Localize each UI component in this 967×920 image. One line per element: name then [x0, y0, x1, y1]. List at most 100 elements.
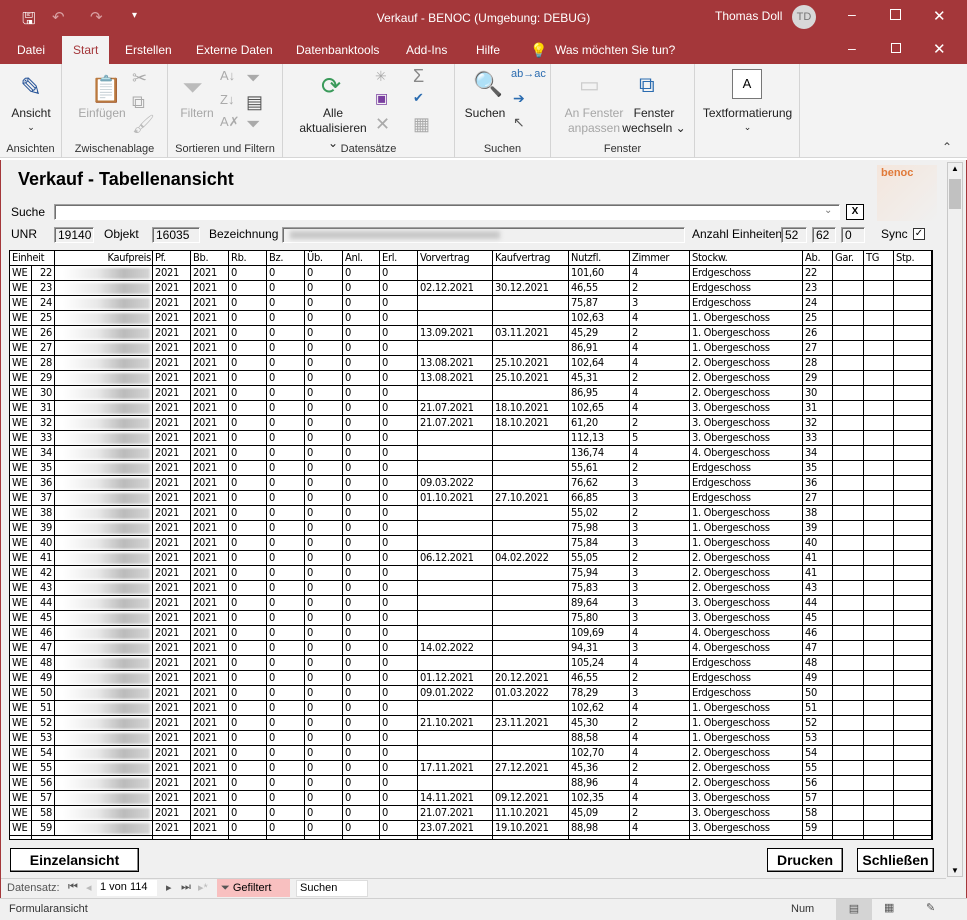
table-cell[interactable]: 0 — [305, 806, 343, 821]
table-cell[interactable]: 0 — [380, 446, 418, 461]
table-cell[interactable]: 3. Obergeschoss — [690, 611, 803, 626]
kaufpreis-cell-redacted[interactable] — [55, 716, 153, 731]
table-cell[interactable]: 0 — [305, 746, 343, 761]
table-cell[interactable] — [493, 566, 569, 581]
table-row[interactable]: WE 25 2021 2021 0 0 0 0 0 102,63 4 1. Obergeschoss 2… — [10, 311, 932, 326]
kaufpreis-cell-redacted[interactable] — [55, 671, 153, 686]
table-cell[interactable]: 2021 — [191, 281, 229, 296]
table-cell[interactable]: 45,36 — [569, 761, 630, 776]
table-cell[interactable]: 02.12.2021 — [418, 281, 493, 296]
table-cell[interactable]: 2021 — [153, 341, 191, 356]
tab-start[interactable]: Start — [62, 36, 110, 64]
table-cell[interactable] — [894, 731, 932, 746]
table-cell[interactable]: 0 — [343, 296, 380, 311]
table-cell[interactable]: 0 — [229, 596, 267, 611]
table-cell[interactable] — [229, 836, 267, 839]
table-cell[interactable]: 42 — [32, 566, 55, 581]
table-cell[interactable]: 0 — [380, 341, 418, 356]
table-cell[interactable]: 0 — [267, 626, 305, 641]
sort-ascending-icon[interactable]: A↓ — [220, 68, 236, 83]
table-cell[interactable]: 34 — [803, 446, 833, 461]
table-cell[interactable]: 0 — [343, 776, 380, 791]
table-cell[interactable]: 2021 — [153, 461, 191, 476]
tab-externe-daten[interactable]: Externe Daten — [196, 43, 273, 57]
table-cell[interactable]: 0 — [229, 386, 267, 401]
table-cell[interactable]: Erdgeschoss — [690, 266, 803, 281]
table-cell[interactable]: 3 — [630, 581, 690, 596]
table-cell[interactable]: 0 — [380, 386, 418, 401]
table-cell[interactable]: 2021 — [191, 401, 229, 416]
table-cell[interactable] — [894, 581, 932, 596]
table-cell[interactable]: 46,55 — [569, 671, 630, 686]
table-cell[interactable]: 0 — [267, 281, 305, 296]
table-cell[interactable]: 2021 — [191, 431, 229, 446]
table-cell[interactable]: 2021 — [153, 701, 191, 716]
table-cell[interactable]: 38 — [32, 506, 55, 521]
anzahl-field-1[interactable]: 52 — [781, 227, 807, 243]
table-cell[interactable]: 0 — [380, 476, 418, 491]
table-cell[interactable]: 57 — [803, 791, 833, 806]
table-cell[interactable]: 45,30 — [569, 716, 630, 731]
table-cell[interactable]: 102,65 — [569, 401, 630, 416]
table-cell[interactable] — [833, 746, 864, 761]
table-cell[interactable] — [833, 491, 864, 506]
table-cell[interactable] — [833, 686, 864, 701]
search-input[interactable] — [54, 204, 840, 220]
table-cell[interactable]: 55 — [32, 761, 55, 776]
table-cell[interactable]: 0 — [267, 491, 305, 506]
table-cell[interactable]: 25.10.2021 — [493, 356, 569, 371]
sort-descending-icon[interactable]: Z↓ — [220, 92, 235, 107]
table-cell[interactable]: 0 — [267, 371, 305, 386]
table-cell[interactable] — [894, 521, 932, 536]
table-cell[interactable]: 19.10.2021 — [493, 821, 569, 836]
table-cell[interactable]: 86,95 — [569, 386, 630, 401]
tell-me-search[interactable]: Was möchten Sie tun? — [555, 43, 676, 57]
table-cell[interactable]: 3. Obergeschoss — [690, 596, 803, 611]
kaufpreis-cell-redacted[interactable] — [55, 506, 153, 521]
kaufpreis-cell-redacted[interactable] — [55, 521, 153, 536]
table-cell[interactable] — [894, 746, 932, 761]
table-cell[interactable]: 102,35 — [569, 791, 630, 806]
table-row[interactable]: WE 30 2021 2021 0 0 0 0 0 86,95 4 2. Obergeschoss 30 — [10, 386, 932, 401]
table-cell[interactable]: Erdgeschoss — [690, 656, 803, 671]
table-cell[interactable]: 2021 — [191, 821, 229, 836]
table-cell[interactable]: 2021 — [191, 596, 229, 611]
table-cell[interactable]: 0 — [343, 266, 380, 281]
table-cell[interactable]: 2 — [630, 371, 690, 386]
kaufpreis-cell-redacted[interactable] — [55, 476, 153, 491]
table-cell[interactable]: 0 — [267, 791, 305, 806]
ansicht-button[interactable]: Ansicht — [11, 106, 51, 120]
table-row[interactable]: WE 23 2021 2021 0 0 0 0 0 02.12.2021 30.12.2021 46,… — [10, 281, 932, 296]
drucken-button[interactable]: Drucken — [767, 848, 843, 872]
table-cell[interactable]: 2021 — [191, 446, 229, 461]
table-cell[interactable]: 35 — [803, 461, 833, 476]
table-cell[interactable]: Erdgeschoss — [690, 461, 803, 476]
table-cell[interactable] — [894, 431, 932, 446]
table-cell[interactable]: 22 — [32, 266, 55, 281]
table-cell[interactable]: 3. Obergeschoss — [690, 401, 803, 416]
table-cell[interactable]: 0 — [267, 476, 305, 491]
table-cell[interactable]: 0 — [305, 401, 343, 416]
table-row[interactable]: WE 49 2021 2021 0 0 0 0 0 01.12.2021 20.12.2021 46,… — [10, 671, 932, 686]
table-cell[interactable]: 0 — [229, 401, 267, 416]
table-cell[interactable]: 0 — [380, 656, 418, 671]
table-cell[interactable] — [894, 386, 932, 401]
table-cell[interactable]: WE — [10, 731, 32, 746]
table-cell[interactable]: 2021 — [153, 566, 191, 581]
table-row[interactable]: WE 54 2021 2021 0 0 0 0 0 102,70 4 2. Obergeschoss 5… — [10, 746, 932, 761]
table-cell[interactable]: 0 — [267, 551, 305, 566]
table-cell[interactable]: 2021 — [191, 611, 229, 626]
kaufpreis-cell-redacted[interactable] — [55, 281, 153, 296]
table-cell[interactable]: 4 — [630, 266, 690, 281]
table-cell[interactable]: 0 — [267, 521, 305, 536]
table-cell[interactable] — [894, 626, 932, 641]
table-cell[interactable]: 2 — [630, 281, 690, 296]
table-cell[interactable]: 04.02.2022 — [493, 551, 569, 566]
table-cell[interactable]: 0 — [229, 356, 267, 371]
table-cell[interactable] — [833, 641, 864, 656]
table-cell[interactable]: 0 — [305, 296, 343, 311]
table-cell[interactable]: 0 — [380, 536, 418, 551]
table-cell[interactable]: 2. Obergeschoss — [690, 581, 803, 596]
table-cell[interactable]: 0 — [380, 581, 418, 596]
column-header[interactable]: Stp. — [894, 251, 932, 266]
